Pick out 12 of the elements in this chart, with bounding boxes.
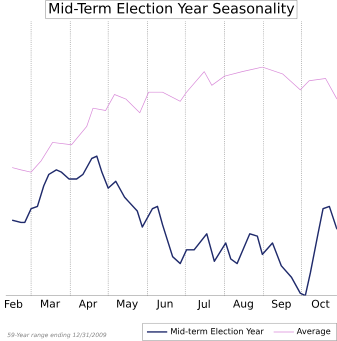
chart-title: Mid-Term Election Year Seasonality (49, 2, 294, 16)
x-tick-label: Jun (156, 300, 172, 310)
x-tick-label: May (117, 300, 138, 310)
x-tick-label: Mar (40, 300, 60, 308)
x-tick-label: Jul (197, 300, 210, 310)
x-tick-label: Oct (312, 300, 330, 308)
x-tick-label: Apr (78, 300, 98, 310)
x-tick-label: Aug (232, 300, 253, 310)
x-tick-label: Sep (272, 300, 291, 310)
x-tick-label: Feb (4, 300, 22, 308)
legend-label: Mid-term Election Year (171, 328, 264, 334)
legend-label: Average (296, 328, 330, 336)
